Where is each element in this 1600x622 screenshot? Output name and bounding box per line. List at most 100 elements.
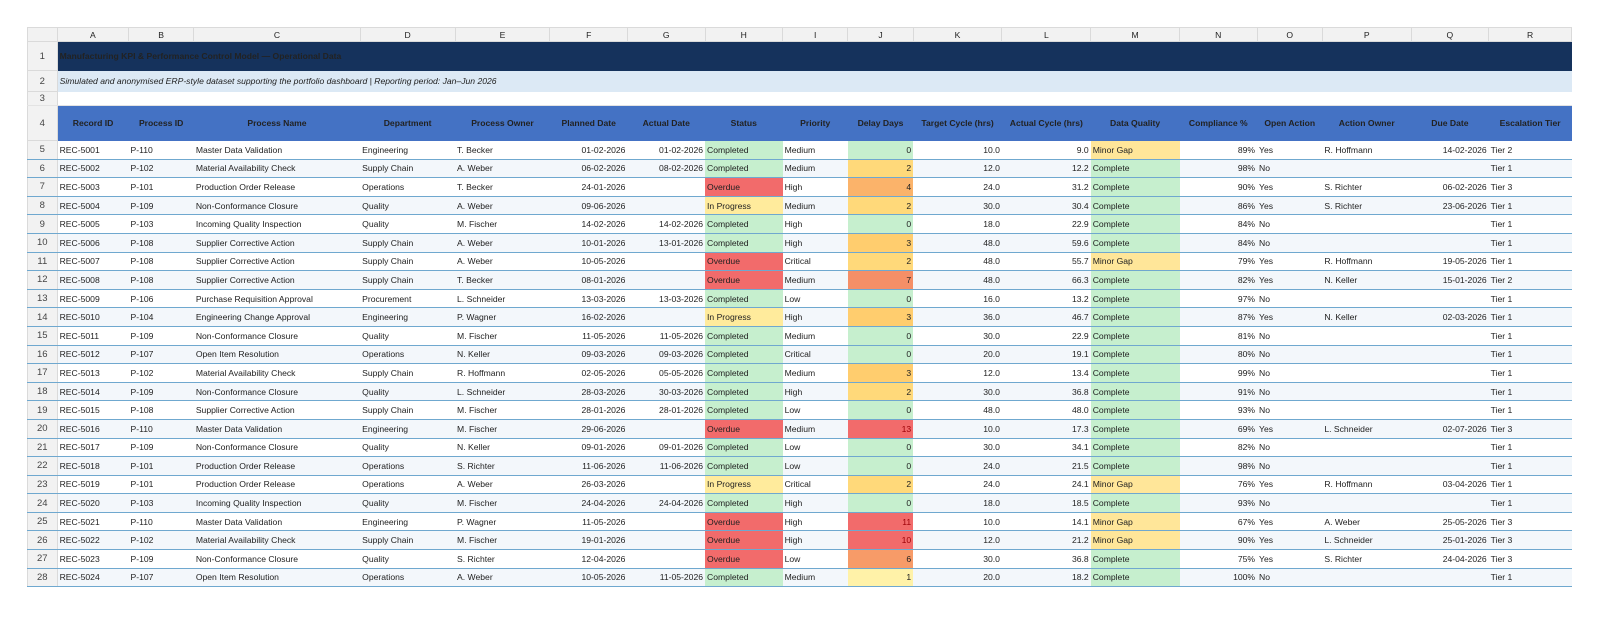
cell[interactable]: Engineering [360, 512, 456, 532]
cell[interactable]: Yes [1257, 196, 1323, 216]
cell[interactable] [1411, 400, 1489, 420]
cell[interactable]: Quality [360, 196, 456, 216]
cell[interactable]: Yes [1257, 307, 1323, 327]
row-number[interactable]: 18 [27, 381, 58, 402]
cell[interactable]: Master Data Validation [193, 512, 361, 532]
cell[interactable] [1322, 456, 1412, 476]
cell[interactable]: 31.2 [1001, 177, 1091, 197]
cell[interactable]: 76% [1179, 475, 1258, 495]
cell[interactable]: Complete [1090, 493, 1180, 513]
header-cell[interactable]: Action Owner [1322, 105, 1412, 141]
cell[interactable]: M. Fischer [455, 400, 550, 420]
cell[interactable]: Complete [1090, 196, 1180, 216]
cell[interactable]: REC-5018 [57, 456, 129, 476]
cell[interactable]: Overdue [705, 530, 783, 551]
cell[interactable]: Yes [1257, 419, 1323, 439]
column-header-n[interactable]: N [1179, 27, 1258, 42]
cell[interactable]: Operations [360, 568, 456, 588]
cell[interactable]: Tier 1 [1488, 363, 1572, 383]
cell[interactable]: Completed [705, 363, 783, 383]
cell[interactable]: R. Hoffmann [1322, 140, 1412, 160]
cell[interactable]: REC-5013 [57, 363, 129, 383]
cell[interactable]: 0 [847, 493, 914, 513]
cell[interactable]: REC-5007 [57, 252, 129, 272]
cell[interactable]: Medium [782, 270, 848, 290]
cell[interactable]: Yes [1257, 549, 1323, 569]
cell[interactable] [1411, 345, 1489, 365]
cell[interactable]: Critical [782, 345, 848, 365]
cell[interactable]: Supply Chain [360, 530, 456, 551]
cell[interactable]: 0 [847, 400, 914, 420]
cell[interactable]: P-110 [128, 140, 194, 160]
header-cell[interactable]: Planned Date [549, 105, 628, 141]
cell[interactable]: No [1257, 456, 1323, 476]
cell[interactable]: 84% [1179, 214, 1258, 234]
cell[interactable]: Yes [1257, 475, 1323, 495]
cell[interactable]: Tier 1 [1488, 307, 1572, 327]
select-all-corner[interactable] [27, 27, 58, 42]
cell[interactable]: Master Data Validation [193, 140, 361, 160]
cell[interactable]: Yes [1257, 270, 1323, 290]
cell[interactable]: High [782, 512, 848, 532]
cell[interactable]: 93% [1179, 493, 1258, 513]
cell[interactable]: 12.2 [1001, 159, 1091, 179]
cell[interactable]: A. Weber [455, 159, 550, 179]
cell[interactable]: 46.7 [1001, 307, 1091, 327]
cell[interactable]: 30.4 [1001, 196, 1091, 216]
cell[interactable]: Completed [705, 493, 783, 513]
cell[interactable] [627, 549, 706, 569]
row-number[interactable]: 25 [27, 511, 58, 532]
cell[interactable]: 10.0 [913, 140, 1002, 160]
cell[interactable]: 28-03-2026 [549, 382, 628, 402]
cell[interactable]: 13.4 [1001, 363, 1091, 383]
cell[interactable]: 11-05-2026 [627, 326, 706, 346]
cell[interactable]: Open Item Resolution [193, 568, 361, 588]
cell[interactable]: 24.0 [913, 456, 1002, 476]
cell[interactable]: Tier 1 [1488, 289, 1572, 309]
cell[interactable]: 20.0 [913, 345, 1002, 365]
cell[interactable]: High [782, 382, 848, 402]
cell[interactable]: T. Becker [455, 177, 550, 197]
cell[interactable]: REC-5021 [57, 512, 129, 532]
cell[interactable]: M. Fischer [455, 326, 550, 346]
cell[interactable]: S. Richter [455, 549, 550, 569]
column-header-a[interactable]: A [56, 27, 130, 42]
cell[interactable] [1322, 159, 1412, 179]
cell[interactable]: S. Richter [1322, 549, 1412, 569]
row-number[interactable]: 20 [27, 418, 58, 439]
cell[interactable] [1322, 214, 1412, 234]
cell[interactable]: Quality [360, 438, 456, 458]
cell[interactable] [627, 270, 706, 290]
cell[interactable]: 09-01-2026 [627, 438, 706, 458]
cell[interactable]: 84% [1179, 233, 1258, 253]
cell[interactable]: 05-05-2026 [627, 363, 706, 383]
cell[interactable]: 13 [847, 419, 914, 439]
cell[interactable]: 30.0 [913, 196, 1002, 216]
cell[interactable]: Medium [782, 419, 848, 439]
cell[interactable]: 19-01-2026 [549, 530, 628, 551]
row-number[interactable]: 9 [27, 214, 58, 234]
cell[interactable]: 82% [1179, 438, 1258, 458]
row-number[interactable]: 4 [27, 105, 58, 141]
cell[interactable]: 01-02-2026 [549, 140, 628, 160]
row-number[interactable]: 28 [27, 567, 58, 588]
header-cell[interactable]: Process Owner [455, 105, 550, 141]
cell[interactable]: Material Availability Check [193, 530, 361, 551]
cell[interactable]: REC-5002 [57, 159, 129, 179]
cell[interactable]: 15-01-2026 [1411, 270, 1489, 290]
cell[interactable]: 98% [1179, 159, 1258, 179]
cell[interactable]: Completed [705, 382, 783, 402]
cell[interactable] [1322, 345, 1412, 365]
cell[interactable]: 24-04-2026 [1411, 549, 1489, 569]
cell[interactable]: 82% [1179, 270, 1258, 290]
cell[interactable]: No [1257, 438, 1323, 458]
cell[interactable]: N. Keller [455, 345, 550, 365]
cell[interactable]: REC-5006 [57, 233, 129, 253]
cell[interactable]: Operations [360, 475, 456, 495]
cell[interactable]: Complete [1090, 270, 1180, 290]
cell[interactable]: REC-5008 [57, 270, 129, 290]
cell[interactable]: P-110 [128, 419, 194, 439]
header-cell[interactable]: Process Name [193, 105, 361, 141]
row-number[interactable]: 11 [27, 251, 58, 272]
column-header-r[interactable]: R [1488, 27, 1572, 42]
